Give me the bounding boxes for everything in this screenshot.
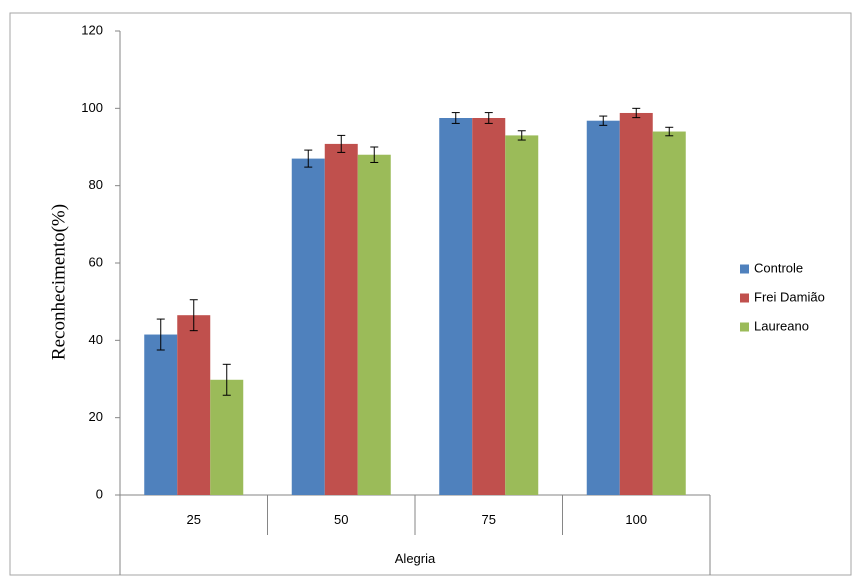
- y-tick-label: 0: [96, 486, 103, 501]
- y-tick-label: 120: [81, 22, 103, 37]
- error-bars: [156, 107, 674, 396]
- legend-swatch: [740, 264, 749, 274]
- error-bar: [370, 146, 379, 163]
- y-tick-label: 20: [89, 409, 103, 424]
- legend-swatch: [740, 293, 749, 303]
- legend-label: Controle: [754, 260, 803, 275]
- y-tick-label: 40: [89, 332, 103, 347]
- error-bar: [451, 112, 460, 124]
- y-tick-label: 80: [89, 177, 103, 192]
- error-bar: [665, 126, 674, 137]
- error-bar: [304, 149, 313, 168]
- bar-frei-damião-50: [324, 143, 358, 495]
- bar-laureano-75: [505, 135, 539, 495]
- bar-controle-75: [439, 118, 473, 495]
- legend-label: Laureano: [754, 318, 809, 333]
- legend-label: Frei Damião: [754, 289, 825, 304]
- legend-item-controle: Controle: [740, 260, 803, 275]
- tick-labels: 0 20 40 60 80 100 120 25 50 75 100: [81, 22, 647, 527]
- bar-laureano-100: [652, 131, 686, 496]
- x-tick-label: 25: [187, 512, 201, 527]
- bar-controle-25: [144, 334, 178, 495]
- error-bar: [484, 112, 493, 124]
- y-tick-label: 60: [89, 254, 103, 269]
- x-tick-label: 100: [625, 512, 647, 527]
- bar-frei-damião-75: [472, 118, 506, 495]
- x-axis-label: Alegria: [395, 551, 436, 566]
- error-bar: [599, 115, 608, 126]
- error-bar: [189, 299, 198, 332]
- legend-item-frei-damião: Frei Damião: [740, 289, 825, 304]
- legend-swatch: [740, 322, 749, 332]
- bar-laureano-25: [210, 379, 244, 495]
- bar-frei-damião-100: [619, 112, 653, 496]
- x-tick-label: 50: [334, 512, 348, 527]
- y-axis-label: Reconhecimento(%): [48, 204, 69, 360]
- legend: Controle Frei Damião Laureano: [740, 260, 825, 333]
- chart-frame: [9, 12, 852, 576]
- x-tick-label: 75: [482, 512, 496, 527]
- bar-controle-100: [586, 120, 620, 495]
- bars: [144, 112, 686, 496]
- error-bar: [222, 363, 231, 396]
- legend-item-laureano: Laureano: [740, 318, 809, 333]
- y-tick-label: 100: [81, 100, 103, 115]
- error-bar: [632, 107, 641, 119]
- error-bar: [156, 318, 165, 351]
- bar-laureano-50: [357, 154, 391, 495]
- error-bar: [517, 130, 526, 141]
- bar-frei-damião-25: [177, 315, 211, 495]
- bar-controle-50: [291, 158, 325, 495]
- error-bar: [337, 134, 346, 153]
